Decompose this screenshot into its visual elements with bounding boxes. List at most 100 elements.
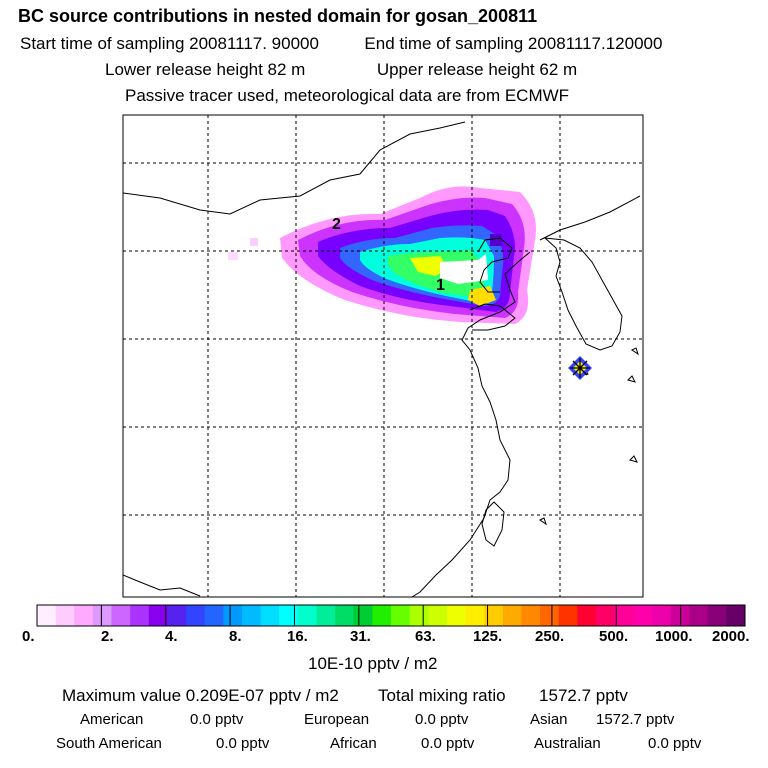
- colorbar-swatch: [372, 605, 392, 626]
- colorbar-swatch: [726, 605, 746, 626]
- colorbar-units: 10E-10 pptv / m2: [308, 654, 438, 673]
- colorbar-swatch: [111, 605, 131, 626]
- region-value: 0.0 pptv: [421, 735, 475, 752]
- colorbar-swatch: [148, 605, 168, 626]
- china-coast: [411, 251, 531, 597]
- colorbar-swatch: [465, 605, 485, 626]
- plot-title: BC source contributions in nested domain…: [18, 6, 538, 26]
- colorbar-swatch: [37, 605, 57, 626]
- max-value: Maximum value 0.209E-07 pptv / m2: [62, 686, 339, 705]
- plume-block-nw: [490, 234, 502, 246]
- region-name: Asian: [530, 711, 568, 728]
- plume-speck-west: [228, 252, 238, 260]
- plume-core-yellow: [410, 256, 448, 276]
- region-name: South American: [56, 735, 162, 752]
- colorbar-swatch: [558, 605, 578, 626]
- colorbar-swatch: [502, 605, 522, 626]
- tracer-plume: [228, 186, 536, 324]
- japan-islands: [539, 347, 639, 526]
- colorbar-swatch: [521, 605, 541, 626]
- colorbar-swatch: [484, 605, 504, 626]
- colorbar-swatch: [74, 605, 94, 626]
- end-time: End time of sampling 20081117.120000: [364, 34, 663, 53]
- colorbar-swatch: [297, 605, 317, 626]
- colorbar-swatch: [428, 605, 448, 626]
- colorbar-swatch: [633, 605, 653, 626]
- colorbar-swatch: [353, 605, 373, 626]
- colorbar-swatch: [707, 605, 727, 626]
- colorbar-tick-label: 0.: [22, 628, 35, 645]
- colorbar-swatch: [614, 605, 634, 626]
- region-value: 0.0 pptv: [190, 711, 244, 728]
- border-northeast: [539, 195, 641, 241]
- region-name: Australian: [534, 735, 601, 752]
- southern-coast: [123, 574, 201, 597]
- colorbar-tick-label: 31.: [350, 628, 371, 645]
- plume-speck-west-2: [250, 238, 258, 246]
- region-value: 0.0 pptv: [216, 735, 270, 752]
- colorbar-tick-label: 1000.: [655, 628, 693, 645]
- release-height-line: Lower release height 82 m Upper release …: [105, 60, 577, 80]
- colorbar-swatch: [670, 605, 690, 626]
- plume-gap-white: [440, 254, 488, 284]
- colorbar-swatch: [130, 605, 150, 626]
- colorbar-tick-label: 125.: [473, 628, 503, 645]
- colorbar-swatch: [446, 605, 467, 626]
- colorbar-swatch: [316, 605, 336, 626]
- total-mixing-label: Total mixing ratio: [378, 686, 506, 705]
- colorbar-swatch: [223, 605, 243, 626]
- colorbar-swatch: [689, 605, 709, 626]
- cluster-label-2: 2: [332, 216, 341, 233]
- colorbar-swatch: [55, 605, 75, 626]
- lat-lon-grid: [123, 115, 643, 597]
- receptor-marker: [568, 356, 592, 380]
- bohai-coast: [477, 237, 513, 293]
- colorbar-swatch: [92, 605, 113, 626]
- receptor-star-icon: [570, 358, 590, 378]
- border-north: [123, 121, 466, 215]
- colorbar-swatch: [391, 605, 411, 626]
- region-value: 1572.7 pptv: [596, 711, 675, 728]
- colorbar-swatch: [335, 605, 355, 626]
- summary-max-line: Maximum value 0.209E-07 pptv / m2 Total …: [62, 686, 628, 706]
- shandong-coast: [469, 303, 516, 331]
- colorbar-tick-label: 63.: [415, 628, 436, 645]
- tracer-note: Passive tracer used, meteorological data…: [125, 86, 570, 105]
- colorbar-tick-label: 8.: [229, 628, 242, 645]
- map-frame: [122, 114, 644, 598]
- total-mixing-value: 1572.7 pptv: [539, 686, 628, 705]
- korea-coast: [543, 237, 623, 351]
- colorbar-tick-label: 2.: [101, 628, 114, 645]
- lower-release-height: Lower release height 82 m: [105, 60, 306, 79]
- colorbar-swatch: [279, 605, 299, 626]
- region-value: 0.0 pptv: [415, 711, 469, 728]
- region-name: American: [80, 711, 144, 728]
- colorbar-tick-label: 16.: [287, 628, 308, 645]
- colorbar-swatch: [260, 605, 280, 626]
- region-value: 0.0 pptv: [648, 735, 702, 752]
- region-name: European: [304, 711, 370, 728]
- upper-release-height: Upper release height 62 m: [376, 60, 578, 79]
- colorbar-tick-label: 500.: [599, 628, 629, 645]
- cluster-label-1: 1: [436, 277, 445, 294]
- colorbar-swatch: [595, 605, 616, 626]
- colorbar-tick-label: 4.: [165, 628, 178, 645]
- colorbar: [37, 605, 746, 626]
- colorbar-swatch: [409, 605, 429, 626]
- colorbar-swatch: [186, 605, 206, 626]
- start-time: Start time of sampling 20081117. 90000: [20, 34, 319, 53]
- colorbar-tick-label: 2000.: [712, 628, 750, 645]
- colorbar-swatch: [204, 605, 224, 626]
- colorbar-swatch: [577, 605, 597, 626]
- colorbar-swatch: [241, 605, 262, 626]
- colorbar-tick-label: 250.: [535, 628, 565, 645]
- taiwan-coast: [481, 501, 505, 547]
- coastlines: [123, 121, 641, 597]
- plume-core-south: [468, 286, 496, 306]
- colorbar-swatch: [167, 605, 187, 626]
- colorbar-frame: [36, 604, 746, 627]
- sampling-time-line: Start time of sampling 20081117. 90000 E…: [20, 34, 662, 54]
- region-name: African: [330, 735, 377, 752]
- colorbar-swatch: [540, 605, 560, 626]
